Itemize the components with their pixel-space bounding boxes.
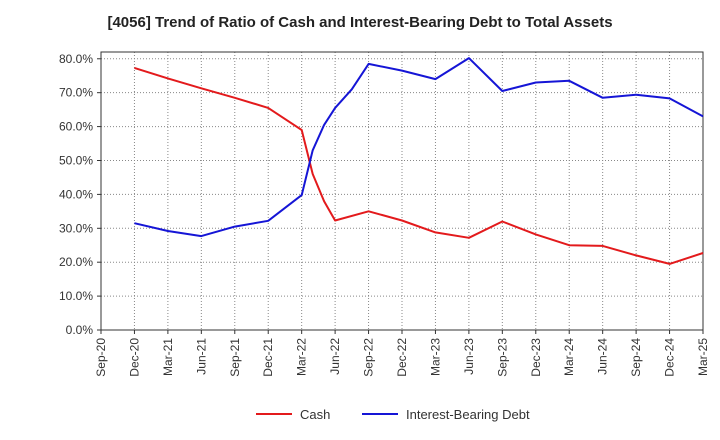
- chart-title: [4056] Trend of Ratio of Cash and Intere…: [107, 14, 613, 31]
- y-tick-label: 0.0%: [66, 323, 94, 337]
- legend-label: Interest-Bearing Debt: [406, 407, 530, 422]
- y-tick-label: 80.0%: [59, 52, 93, 66]
- y-tick-label: 60.0%: [59, 120, 93, 134]
- x-tick-label: Dec-23: [529, 338, 543, 377]
- x-tick-label: Jun-24: [596, 338, 610, 375]
- x-tick-label: Dec-20: [127, 338, 141, 377]
- x-tick-label: Jun-21: [194, 338, 208, 375]
- x-tick-label: Sep-23: [495, 338, 509, 377]
- y-tick-label: 30.0%: [59, 221, 93, 235]
- legend-label: Cash: [300, 407, 330, 422]
- x-tick-label: Dec-21: [261, 338, 275, 377]
- x-tick-label: Sep-22: [362, 338, 376, 377]
- x-tick-label: Sep-20: [94, 338, 108, 377]
- y-tick-label: 70.0%: [59, 86, 93, 100]
- series-line-cash: [134, 66, 704, 265]
- x-tick-label: Dec-22: [395, 338, 409, 377]
- x-tick-label: Mar-23: [428, 338, 442, 376]
- y-tick-label: 10.0%: [59, 289, 93, 303]
- x-tick-label: Sep-21: [228, 338, 242, 377]
- x-tick-label: Mar-24: [562, 338, 576, 376]
- x-tick-label: Mar-21: [161, 338, 175, 376]
- x-tick-label: Mar-22: [295, 338, 309, 376]
- x-tick-label: Jun-22: [328, 338, 342, 375]
- y-tick-label: 50.0%: [59, 153, 93, 167]
- x-tick-label: Dec-24: [663, 338, 677, 377]
- y-tick-label: 20.0%: [59, 255, 93, 269]
- x-tick-label: Jun-23: [462, 338, 476, 375]
- x-tick-label: Sep-24: [629, 338, 643, 377]
- x-tick-label: Mar-25: [696, 338, 710, 376]
- y-tick-label: 40.0%: [59, 187, 93, 201]
- series-line-interest-bearing-debt: [134, 57, 704, 238]
